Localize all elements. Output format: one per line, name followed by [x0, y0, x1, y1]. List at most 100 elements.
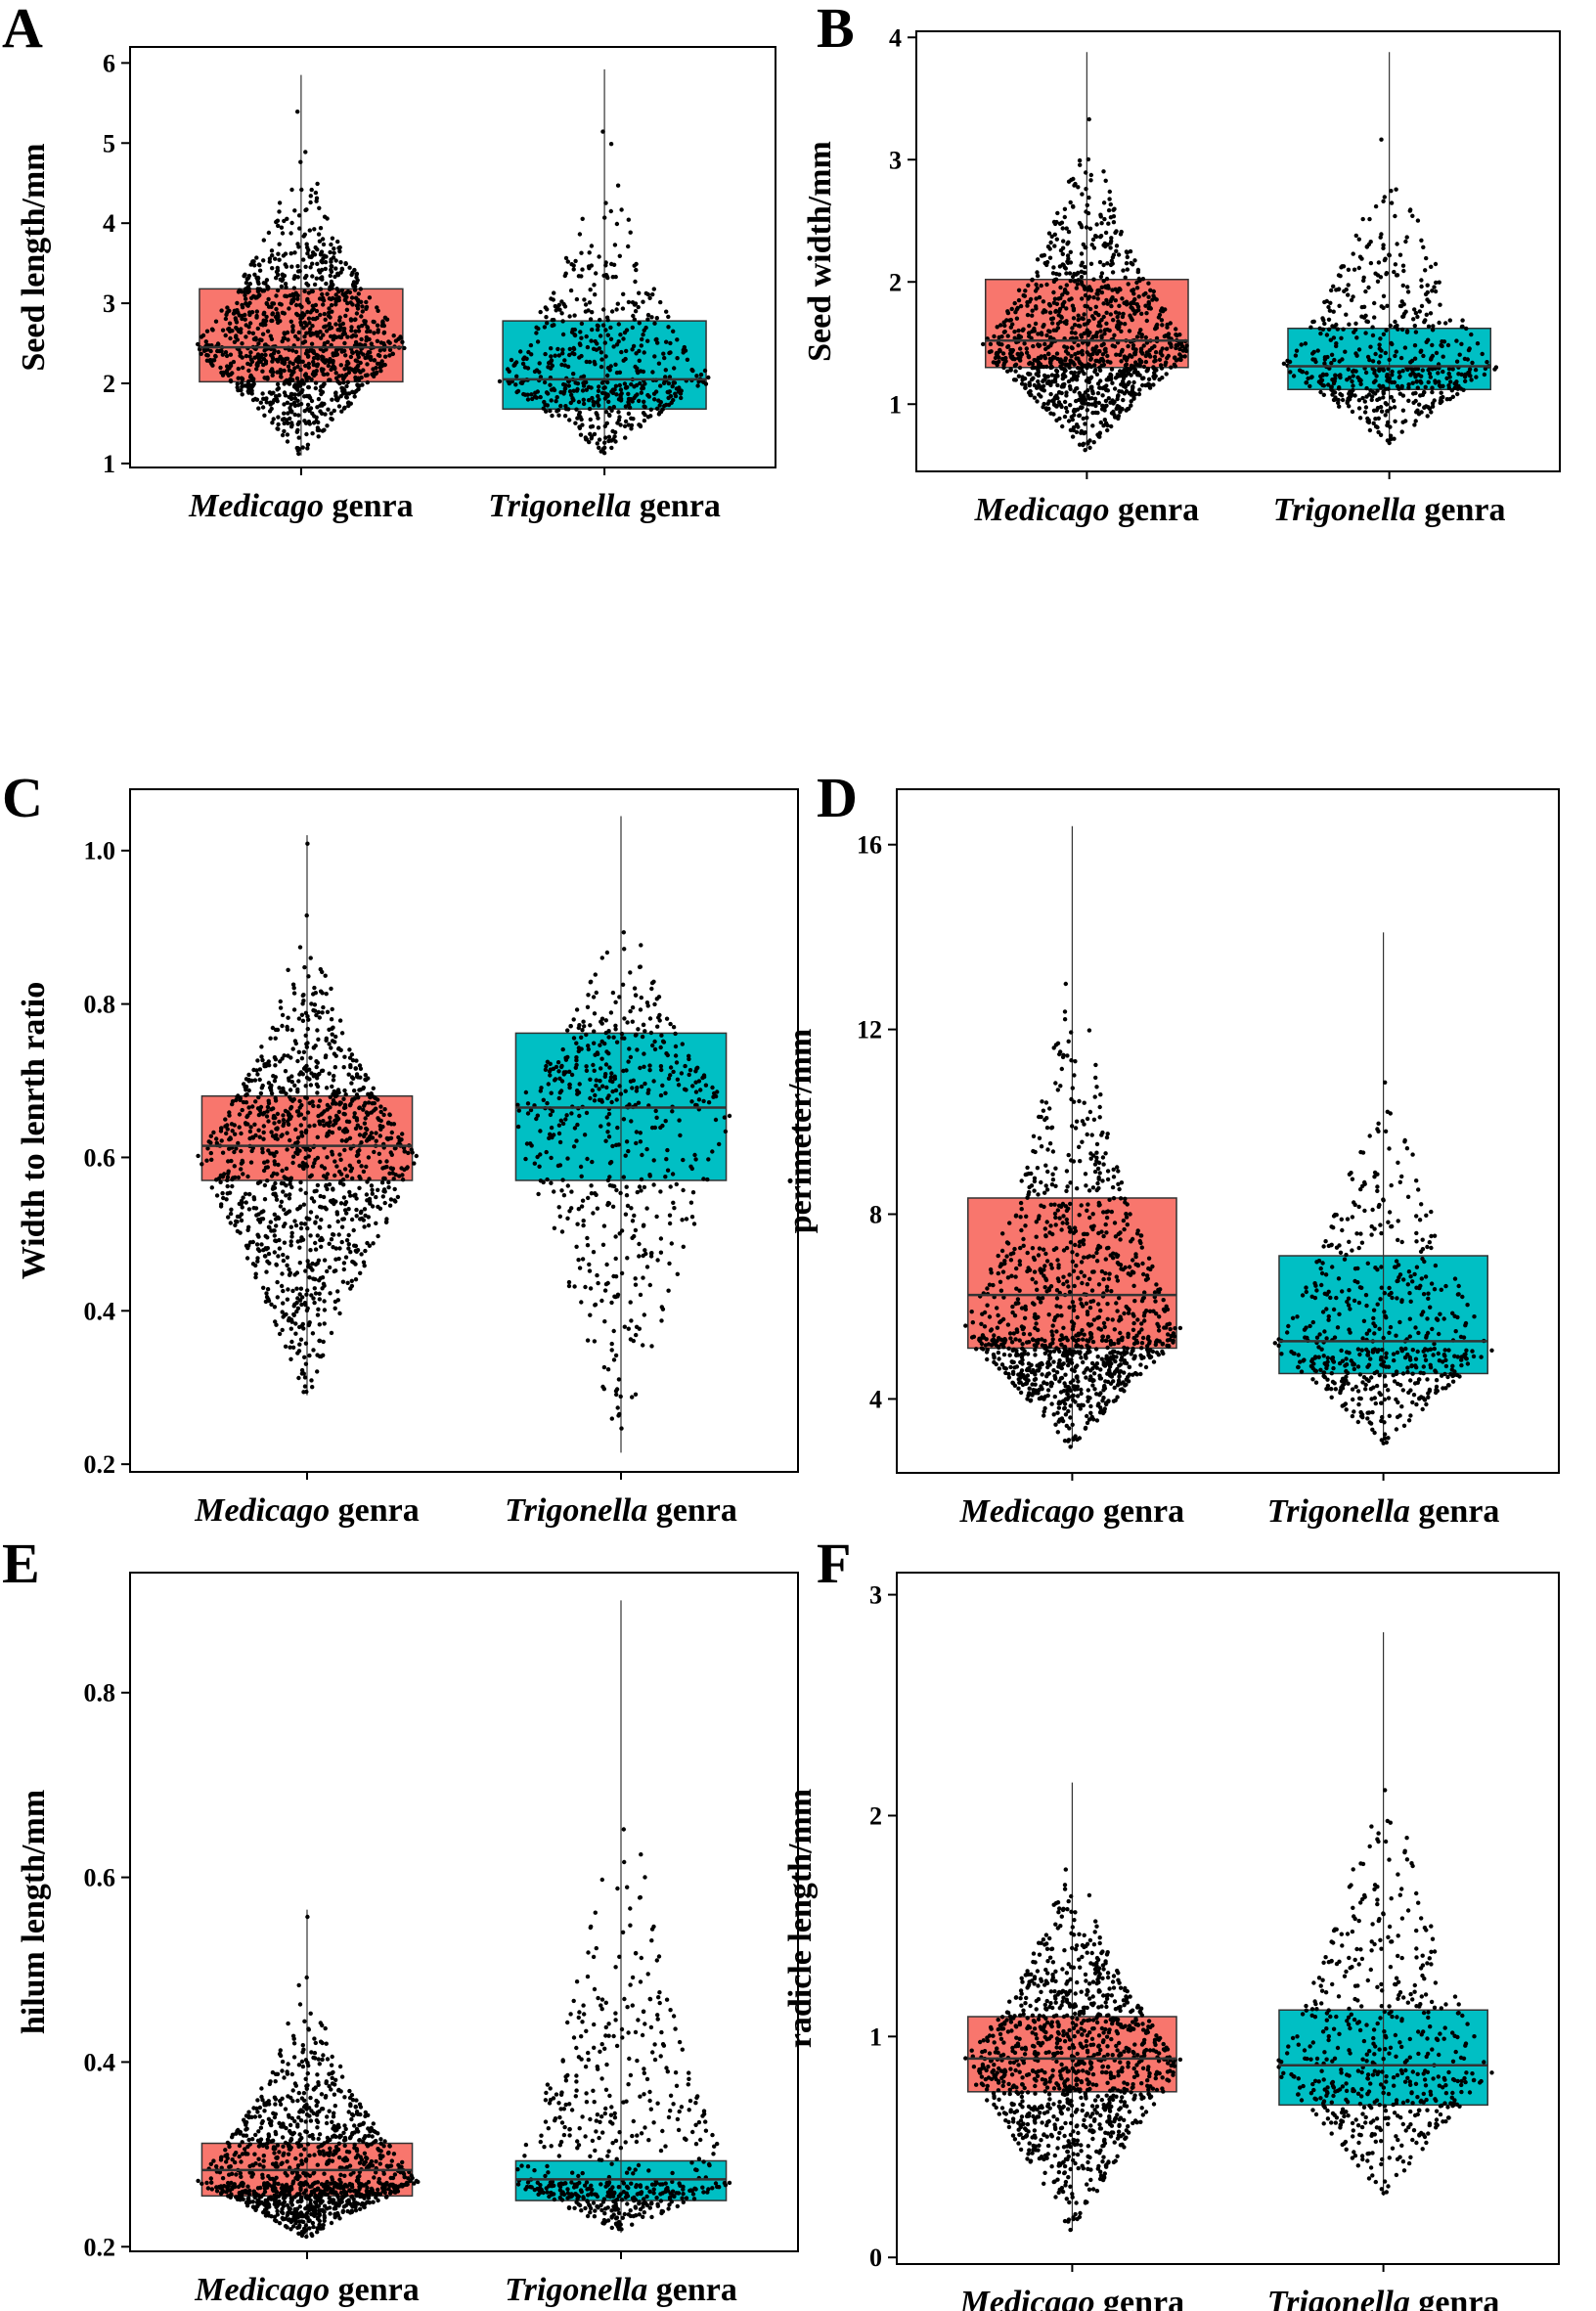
data-point [616, 1377, 622, 1382]
data-point [1154, 324, 1159, 329]
data-point [628, 1008, 633, 1014]
data-point [611, 404, 616, 410]
data-point [295, 293, 300, 298]
data-point [660, 1123, 665, 1129]
data-point [247, 282, 252, 287]
data-point [299, 1302, 304, 1308]
data-point [321, 372, 326, 377]
data-point [325, 216, 330, 221]
data-point [275, 370, 280, 375]
data-point [684, 1217, 689, 1222]
data-point [1070, 326, 1075, 331]
data-point [1115, 314, 1120, 320]
data-point [577, 410, 582, 415]
data-point [349, 1278, 354, 1284]
data-point [1326, 382, 1331, 387]
data-point [663, 1119, 668, 1124]
data-point [521, 356, 526, 362]
data-point [1083, 292, 1088, 298]
data-point [578, 1164, 584, 1170]
data-point [1104, 321, 1109, 326]
genus-name: Trigonella [488, 488, 631, 524]
data-point [1425, 297, 1430, 302]
data-point [264, 1269, 269, 1274]
data-point [591, 1250, 597, 1255]
data-point [613, 1274, 619, 1279]
data-point [592, 431, 598, 437]
data-point [205, 353, 210, 358]
data-point [1305, 371, 1309, 376]
data-point [1103, 244, 1108, 249]
data-point [1128, 301, 1133, 306]
data-point [335, 328, 340, 333]
data-point [1063, 349, 1069, 354]
data-point [280, 1271, 285, 1276]
data-point [649, 1251, 654, 1256]
data-point [270, 1151, 275, 1156]
data-point [311, 362, 316, 368]
data-point [608, 336, 614, 341]
data-point [256, 281, 261, 287]
data-point [1143, 382, 1148, 388]
data-point [1094, 372, 1100, 377]
data-point [599, 357, 604, 362]
data-point [297, 1324, 302, 1330]
data-point [548, 1132, 553, 1137]
data-point [396, 336, 401, 341]
data-point [602, 1041, 607, 1046]
data-point [1063, 362, 1069, 368]
data-point [1130, 317, 1134, 323]
data-point [315, 181, 320, 187]
data-point [594, 271, 598, 276]
data-point [562, 273, 567, 279]
data-point [1364, 244, 1370, 249]
data-point [1379, 409, 1385, 414]
data-point [224, 1131, 229, 1136]
data-point [1349, 297, 1354, 303]
data-point [1076, 317, 1081, 323]
data-point [1054, 373, 1060, 378]
data-point [312, 1286, 317, 1291]
data-point [244, 296, 248, 301]
data-point [1068, 403, 1073, 408]
data-point [303, 1084, 308, 1089]
data-point [303, 1095, 308, 1100]
data-point [277, 257, 282, 262]
data-point [618, 387, 624, 392]
data-point [585, 1235, 590, 1241]
data-point [1093, 368, 1098, 373]
data-point [1144, 311, 1149, 316]
data-point [651, 1158, 656, 1163]
data-point [1136, 276, 1142, 282]
data-point [1129, 399, 1133, 404]
data-point [303, 1033, 308, 1039]
data-point [356, 325, 361, 330]
data-point [1469, 378, 1474, 382]
data-point [282, 1240, 288, 1245]
data-point [552, 317, 556, 323]
y-tick-label: 2 [103, 370, 115, 398]
data-point [384, 1164, 389, 1170]
data-point [330, 1032, 334, 1037]
data-point [599, 956, 604, 960]
data-point [606, 434, 612, 439]
data-point [323, 259, 329, 265]
data-point [329, 302, 334, 308]
data-point [557, 307, 562, 312]
data-point [280, 231, 286, 236]
data-point [1363, 313, 1368, 318]
data-point [337, 1246, 342, 1251]
data-point [1467, 370, 1472, 375]
data-point [670, 1109, 675, 1114]
data-point [295, 422, 300, 426]
data-point [233, 309, 238, 314]
data-point [1393, 419, 1397, 423]
data-point [347, 265, 352, 270]
data-point [667, 389, 672, 394]
data-point [1438, 302, 1442, 307]
data-point [284, 1193, 288, 1198]
data-point [363, 373, 369, 378]
data-point [278, 1059, 283, 1064]
data-point [668, 1065, 674, 1070]
data-point [281, 1301, 286, 1306]
